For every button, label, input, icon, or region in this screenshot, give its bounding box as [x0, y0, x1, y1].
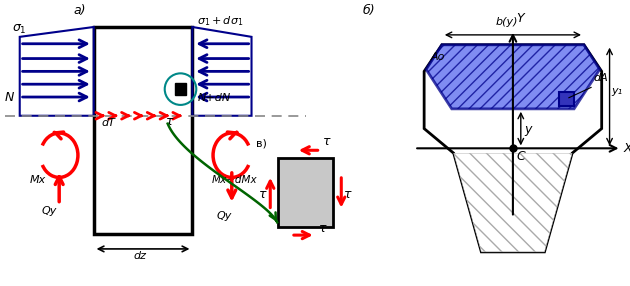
Text: N+dN: N+dN — [197, 93, 231, 103]
Text: Mx+dMx: Mx+dMx — [212, 175, 258, 185]
Text: $\tau$: $\tau$ — [164, 115, 175, 128]
Text: $\tau$: $\tau$ — [258, 188, 268, 201]
Text: dA: dA — [594, 73, 609, 83]
Bar — [278, 158, 333, 227]
Polygon shape — [454, 153, 572, 252]
Text: $\tau$: $\tau$ — [321, 135, 331, 148]
Text: $\sigma_1+d\sigma_1$: $\sigma_1+d\sigma_1$ — [197, 14, 244, 28]
Text: dT: dT — [101, 118, 115, 128]
Text: $\sigma_1$: $\sigma_1$ — [12, 23, 26, 36]
Text: X: X — [623, 142, 630, 155]
Text: б): б) — [363, 4, 375, 17]
Polygon shape — [426, 45, 600, 109]
Text: Y: Y — [516, 12, 524, 25]
Text: dz: dz — [133, 251, 146, 261]
Text: y: y — [525, 122, 532, 136]
Text: Mx: Mx — [30, 175, 46, 185]
Text: N: N — [5, 91, 14, 104]
Bar — [175, 83, 186, 95]
Text: в): в) — [256, 138, 267, 148]
Text: Qy: Qy — [42, 206, 57, 217]
Text: $\tau$: $\tau$ — [343, 188, 353, 201]
Text: Qy: Qy — [217, 211, 232, 221]
Text: $\tau$: $\tau$ — [318, 222, 327, 235]
Text: y₁: y₁ — [612, 86, 622, 96]
Text: Ao: Ao — [431, 51, 445, 61]
Text: а): а) — [74, 4, 86, 17]
Bar — [559, 92, 574, 106]
Text: b(y): b(y) — [495, 17, 518, 27]
Text: C: C — [517, 150, 525, 163]
